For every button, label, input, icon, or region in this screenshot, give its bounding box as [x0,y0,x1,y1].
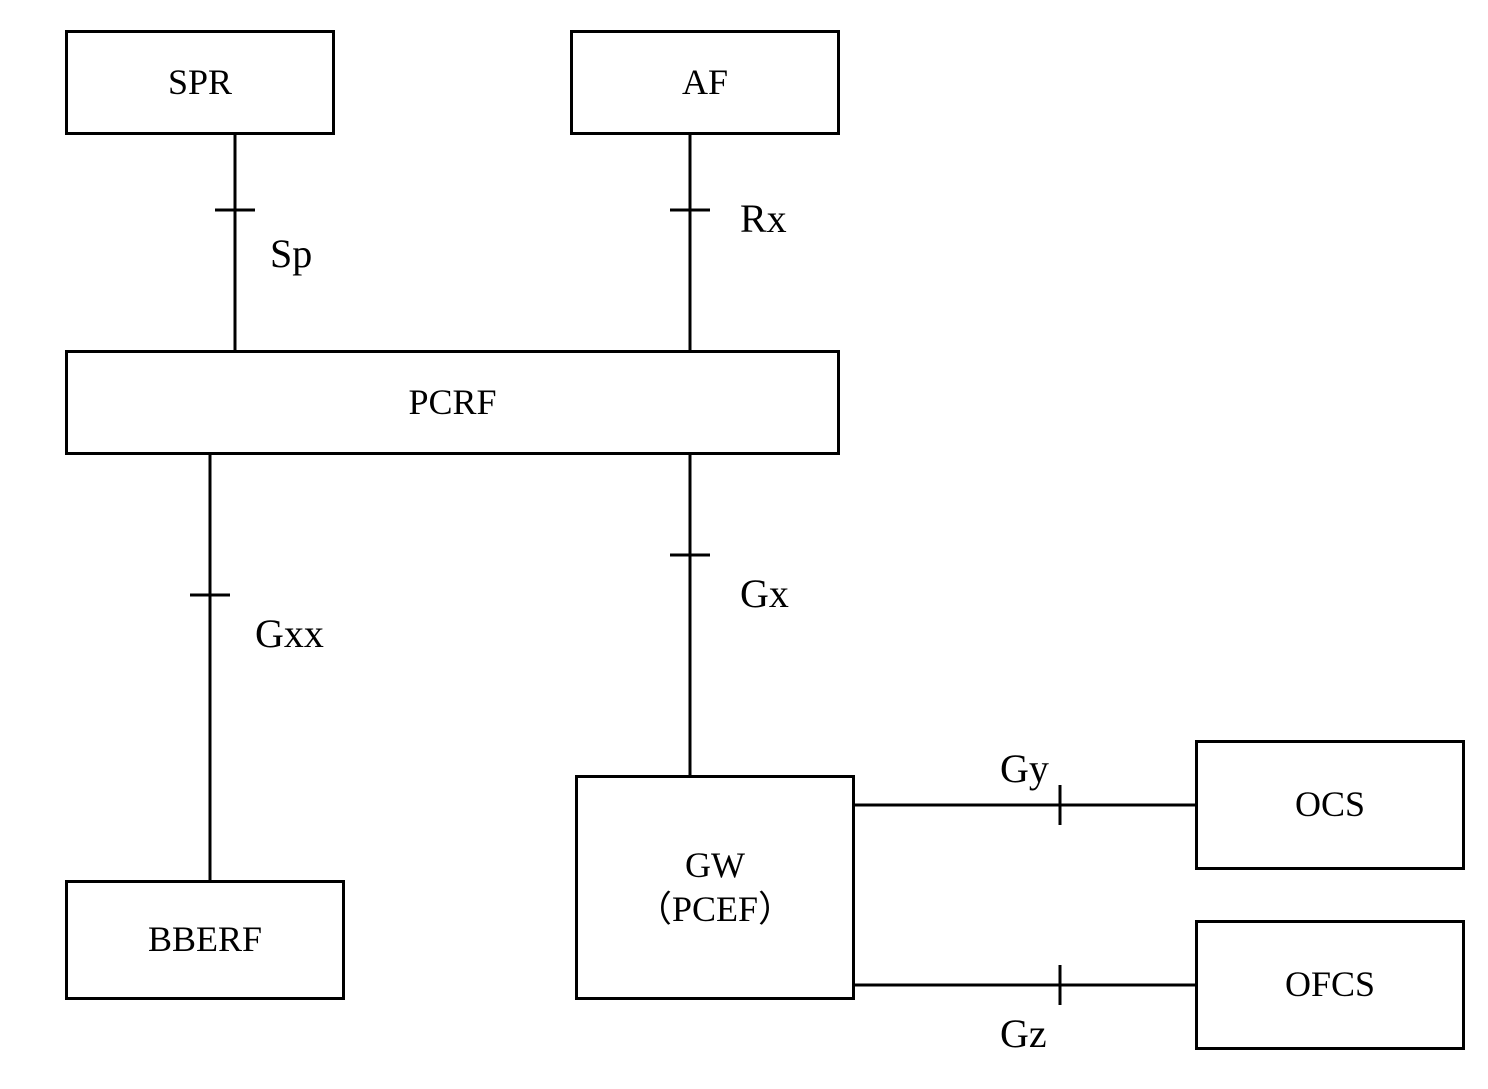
node-spr: SPR [65,30,335,135]
edge-label-gx: Gx [740,570,789,617]
node-ofcs-label: OFCS [1285,963,1375,1006]
node-pcrf-label: PCRF [408,381,496,424]
node-gw-label: GW（PCEF） [636,844,794,930]
edge-label-gz: Gz [1000,1010,1047,1057]
diagram-canvas: SPR AF PCRF BBERF GW（PCEF） OCS OFCS Sp R… [0,0,1488,1089]
node-pcrf: PCRF [65,350,840,455]
node-bberf-label: BBERF [148,918,262,961]
node-gw: GW（PCEF） [575,775,855,1000]
node-bberf: BBERF [65,880,345,1000]
node-ofcs: OFCS [1195,920,1465,1050]
node-af-label: AF [682,61,728,104]
node-af: AF [570,30,840,135]
edge-label-gxx: Gxx [255,610,324,657]
edge-label-sp: Sp [270,230,312,277]
edge-label-rx: Rx [740,195,787,242]
node-ocs-label: OCS [1295,783,1365,826]
edge-label-gy: Gy [1000,745,1049,792]
node-spr-label: SPR [168,61,232,104]
node-ocs: OCS [1195,740,1465,870]
